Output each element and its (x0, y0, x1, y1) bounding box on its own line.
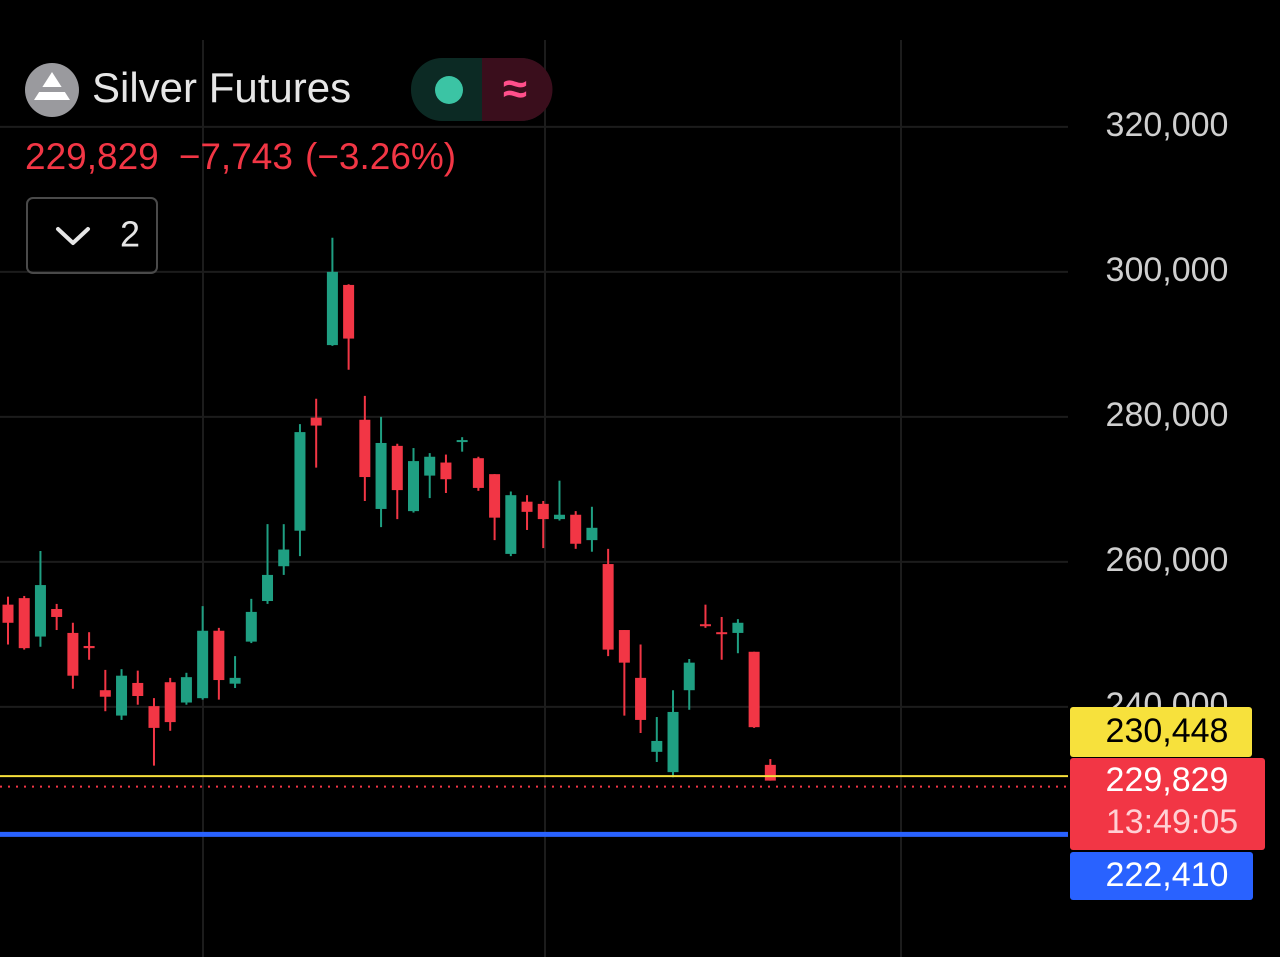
delayed-icon: ≈ (503, 65, 527, 114)
candle-body (732, 622, 744, 633)
candle-body (310, 417, 322, 426)
logo-shape (36, 87, 68, 92)
candle-body (521, 501, 533, 512)
candle-body (683, 662, 695, 691)
candle-body (34, 585, 46, 637)
candle-body (51, 609, 63, 617)
candle-body (180, 677, 192, 703)
price-tag-label: 222,410 (1106, 856, 1229, 894)
y-tick-label: 260,000 (1106, 541, 1229, 579)
legend: Silver Futures ≈ 229,829 −7,743 (−3.26%) 2 (25, 58, 553, 274)
chart-title[interactable]: Silver Futures (92, 64, 351, 111)
candle-body (537, 503, 549, 520)
candle-body (326, 271, 338, 346)
candle-body (618, 630, 630, 663)
price-line: 229,829 −7,743 (−3.26%) (25, 136, 456, 177)
plot (0, 125, 1068, 837)
grid (202, 40, 902, 957)
candle-body (148, 706, 160, 728)
price-tag (1070, 707, 1252, 757)
y-tick-label: 300,000 (1106, 251, 1229, 289)
candle-body (586, 527, 598, 541)
indicators-toggle[interactable] (26, 197, 158, 274)
candle-body (359, 419, 371, 478)
candle-body (635, 677, 647, 720)
price-tag-label: 230,448 (1106, 712, 1229, 750)
candle-body (505, 495, 517, 554)
y-tick-label: 280,000 (1106, 396, 1229, 434)
change-pct: (−3.26%) (305, 136, 456, 177)
candle-body (245, 611, 257, 642)
price-tags: 230,448 229,829 13:49:05 222,410 (1070, 707, 1265, 900)
candle-body (424, 456, 436, 476)
candle-body (456, 440, 468, 443)
logo-shape (34, 72, 70, 100)
candle-body (489, 474, 501, 518)
change: −7,743 (179, 136, 293, 177)
y-tick-label: 320,000 (1106, 106, 1229, 144)
candle-body (132, 682, 144, 696)
candle-body (343, 284, 355, 339)
candle-body (553, 514, 565, 520)
candle-body (748, 651, 760, 728)
candle-body (391, 445, 403, 491)
status-pill-right (482, 58, 553, 121)
candle-body (67, 632, 79, 676)
candle-body (116, 675, 128, 716)
candle-body (2, 604, 14, 623)
candle-body (197, 630, 209, 699)
market-open-dot (435, 76, 463, 104)
candle-body (262, 574, 274, 602)
price-tag (1070, 852, 1253, 900)
candle-body (18, 598, 30, 649)
price-tag-label: 229,829 (1106, 761, 1229, 799)
candle-body (164, 682, 176, 723)
candle-body (699, 624, 711, 627)
candle-body (408, 461, 419, 512)
candle-body (83, 645, 95, 649)
candle-body (602, 564, 614, 650)
price-tag (1070, 758, 1265, 850)
candle-body (651, 740, 663, 752)
candle-body (764, 764, 776, 781)
countdown: 13:49:05 (1106, 803, 1238, 841)
candle-body (440, 462, 452, 480)
candle-body (570, 514, 582, 544)
candle-body (375, 442, 387, 509)
candle-body (213, 630, 225, 681)
candle-body (99, 690, 111, 697)
candle-body (278, 549, 290, 567)
candle-body (667, 711, 679, 773)
candle-body (472, 458, 484, 488)
indicator-count: 2 (120, 214, 140, 255)
chevron-icon (56, 227, 90, 245)
candle-body (716, 632, 728, 635)
last-price: 229,829 (25, 136, 159, 177)
candle-body (294, 432, 306, 531)
candle-body (229, 677, 241, 684)
